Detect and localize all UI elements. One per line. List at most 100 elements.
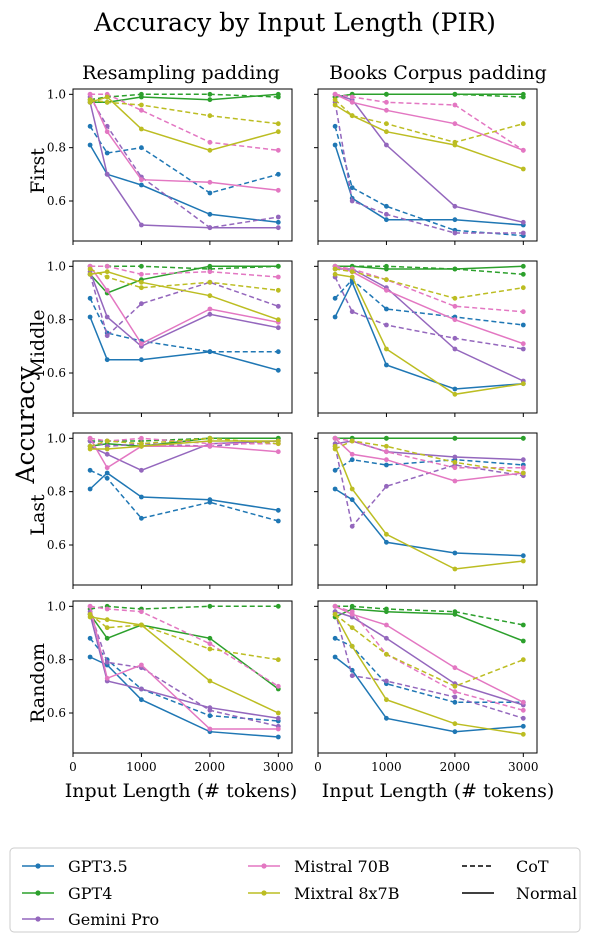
series-line-mistral-70b-cot xyxy=(334,437,524,469)
data-point-mixtral-8x7b-normal xyxy=(452,721,458,727)
data-point-gpt3-5-normal xyxy=(139,697,144,703)
legend-label-normal: Normal xyxy=(516,884,577,903)
data-point-mixtral-8x7b-normal xyxy=(384,129,389,135)
x-tick-label: 1000 xyxy=(126,760,157,774)
data-point-gpt4-normal xyxy=(207,263,213,269)
x-tick-label: 3000 xyxy=(508,760,539,774)
data-point-mistral-70b-normal xyxy=(139,341,144,347)
y-tick-label: 0.6 xyxy=(47,538,66,552)
data-point-gpt4-cot xyxy=(275,603,281,609)
data-point-gemini-pro-normal xyxy=(104,314,110,320)
series-line-gpt4-normal xyxy=(89,613,279,690)
data-point-mixtral-8x7b-normal xyxy=(275,129,281,135)
data-point-gemini-pro-normal xyxy=(207,705,213,711)
data-point-gpt3-5-cot xyxy=(139,515,144,521)
data-point-mistral-70b-normal xyxy=(332,603,338,609)
data-point-gpt4-normal xyxy=(275,91,281,97)
data-point-gpt3-5-cot xyxy=(207,190,213,196)
series-line-mixtral-8x7b-cot xyxy=(334,440,524,474)
data-point-mixtral-8x7b-cot xyxy=(384,121,389,127)
data-point-mixtral-8x7b-normal xyxy=(104,269,110,275)
data-point-mistral-70b-normal xyxy=(452,121,458,127)
data-point-mixtral-8x7b-normal xyxy=(332,271,338,277)
series-line-gemini-pro-normal xyxy=(335,268,524,382)
data-point-mixtral-8x7b-cot xyxy=(452,459,458,465)
data-point-mixtral-8x7b-normal xyxy=(520,731,526,737)
series-line-gemini-pro-cot xyxy=(334,276,524,350)
data-point-mixtral-8x7b-cot xyxy=(207,279,213,285)
data-point-mixtral-8x7b-cot xyxy=(349,269,355,275)
data-point-gpt4-normal xyxy=(384,91,389,97)
data-point-gpt3-5-normal xyxy=(104,357,110,363)
data-point-gpt3-5-normal xyxy=(207,349,213,355)
data-point-gpt3-5-normal xyxy=(332,314,338,320)
data-point-gpt3-5-normal xyxy=(452,550,458,556)
legend-marker-gpt3-5 xyxy=(35,863,41,869)
data-point-gemini-pro-normal xyxy=(384,635,389,641)
subplot-middle-resampling-padding: 0.6 0.8 1.0 xyxy=(47,259,293,417)
data-point-gpt3-5-cot xyxy=(384,203,389,209)
y-tick-label: 0.8 xyxy=(47,485,66,499)
subplot-middle-books-corpus-padding xyxy=(314,260,538,417)
series-line-gpt3-5-normal xyxy=(89,144,279,224)
series-line-mixtral-8x7b-cot xyxy=(89,98,279,125)
data-point-mistral-70b-normal xyxy=(87,435,93,441)
axes-frame xyxy=(72,600,293,754)
data-point-mistral-70b-normal xyxy=(520,699,526,705)
x-tick-label: 2000 xyxy=(440,760,471,774)
data-point-mixtral-8x7b-normal xyxy=(349,113,355,119)
figure-title: Accuracy by Input Length (PIR) xyxy=(93,8,496,37)
data-point-mixtral-8x7b-normal xyxy=(332,611,338,617)
data-point-gpt4-normal xyxy=(452,266,458,272)
series-line-gemini-pro-cot xyxy=(334,102,524,234)
data-point-gemini-pro-normal xyxy=(207,311,213,317)
data-point-mixtral-8x7b-normal xyxy=(139,443,144,449)
data-point-mistral-70b-normal xyxy=(452,478,458,484)
data-point-mixtral-8x7b-normal xyxy=(520,381,526,387)
series-line-gpt3-5-normal xyxy=(89,316,279,372)
row-label-first: First xyxy=(27,148,49,194)
data-point-gpt3-5-cot xyxy=(349,457,355,463)
y-tick-label: 0.8 xyxy=(47,141,66,155)
data-point-mixtral-8x7b-cot xyxy=(104,274,110,280)
data-point-gpt3-5-normal xyxy=(384,362,389,368)
data-point-mixtral-8x7b-normal xyxy=(520,166,526,172)
data-point-mixtral-8x7b-cot xyxy=(452,295,458,301)
y-tick-label: 1.0 xyxy=(47,87,66,101)
data-point-gemini-pro-cot xyxy=(452,694,458,700)
data-point-mistral-70b-cot xyxy=(207,139,213,145)
data-point-mixtral-8x7b-normal xyxy=(349,274,355,280)
legend: GPT3.5 GPT4 Gemini Pro Mistral 70B Mixtral 8… xyxy=(9,847,581,933)
data-point-mistral-70b-cot xyxy=(452,465,458,471)
data-point-gemini-pro-cot xyxy=(452,230,458,236)
data-point-gemini-pro-normal xyxy=(520,457,526,463)
data-point-mixtral-8x7b-normal xyxy=(275,438,281,444)
data-point-mixtral-8x7b-normal xyxy=(384,346,389,352)
data-point-gpt3-5-cot xyxy=(332,467,338,473)
x-tick-label: 3000 xyxy=(263,760,294,774)
data-point-mixtral-8x7b-normal xyxy=(349,486,355,492)
data-point-gemini-pro-normal xyxy=(275,715,281,721)
data-point-gpt4-normal xyxy=(452,91,458,97)
data-point-gemini-pro-normal xyxy=(139,467,144,473)
series-line-gpt4-normal xyxy=(89,265,279,294)
data-point-gemini-pro-cot xyxy=(520,346,526,352)
data-point-mixtral-8x7b-cot xyxy=(520,121,526,127)
data-point-gpt3-5-normal xyxy=(139,494,144,500)
data-point-mistral-70b-normal xyxy=(275,726,281,732)
data-point-mistral-70b-cot xyxy=(207,641,213,647)
data-point-mistral-70b-cot xyxy=(207,269,213,275)
data-point-gemini-pro-normal xyxy=(275,225,281,231)
y-tick-label: 0.8 xyxy=(47,313,66,327)
series-line-gemini-pro-cot xyxy=(89,96,279,229)
data-point-gpt3-5-cot xyxy=(104,150,110,156)
data-point-gemini-pro-cot xyxy=(349,309,355,315)
data-point-gemini-pro-cot xyxy=(520,715,526,721)
series-line-mixtral-8x7b-cot xyxy=(89,268,279,292)
data-point-mistral-70b-cot xyxy=(139,435,144,441)
data-point-gpt4-normal xyxy=(275,263,281,269)
data-point-mixtral-8x7b-normal xyxy=(384,531,389,537)
legend-label-cot: CoT xyxy=(516,857,549,876)
data-point-mistral-70b-normal xyxy=(207,726,213,732)
data-point-gpt3-5-normal xyxy=(384,539,389,545)
